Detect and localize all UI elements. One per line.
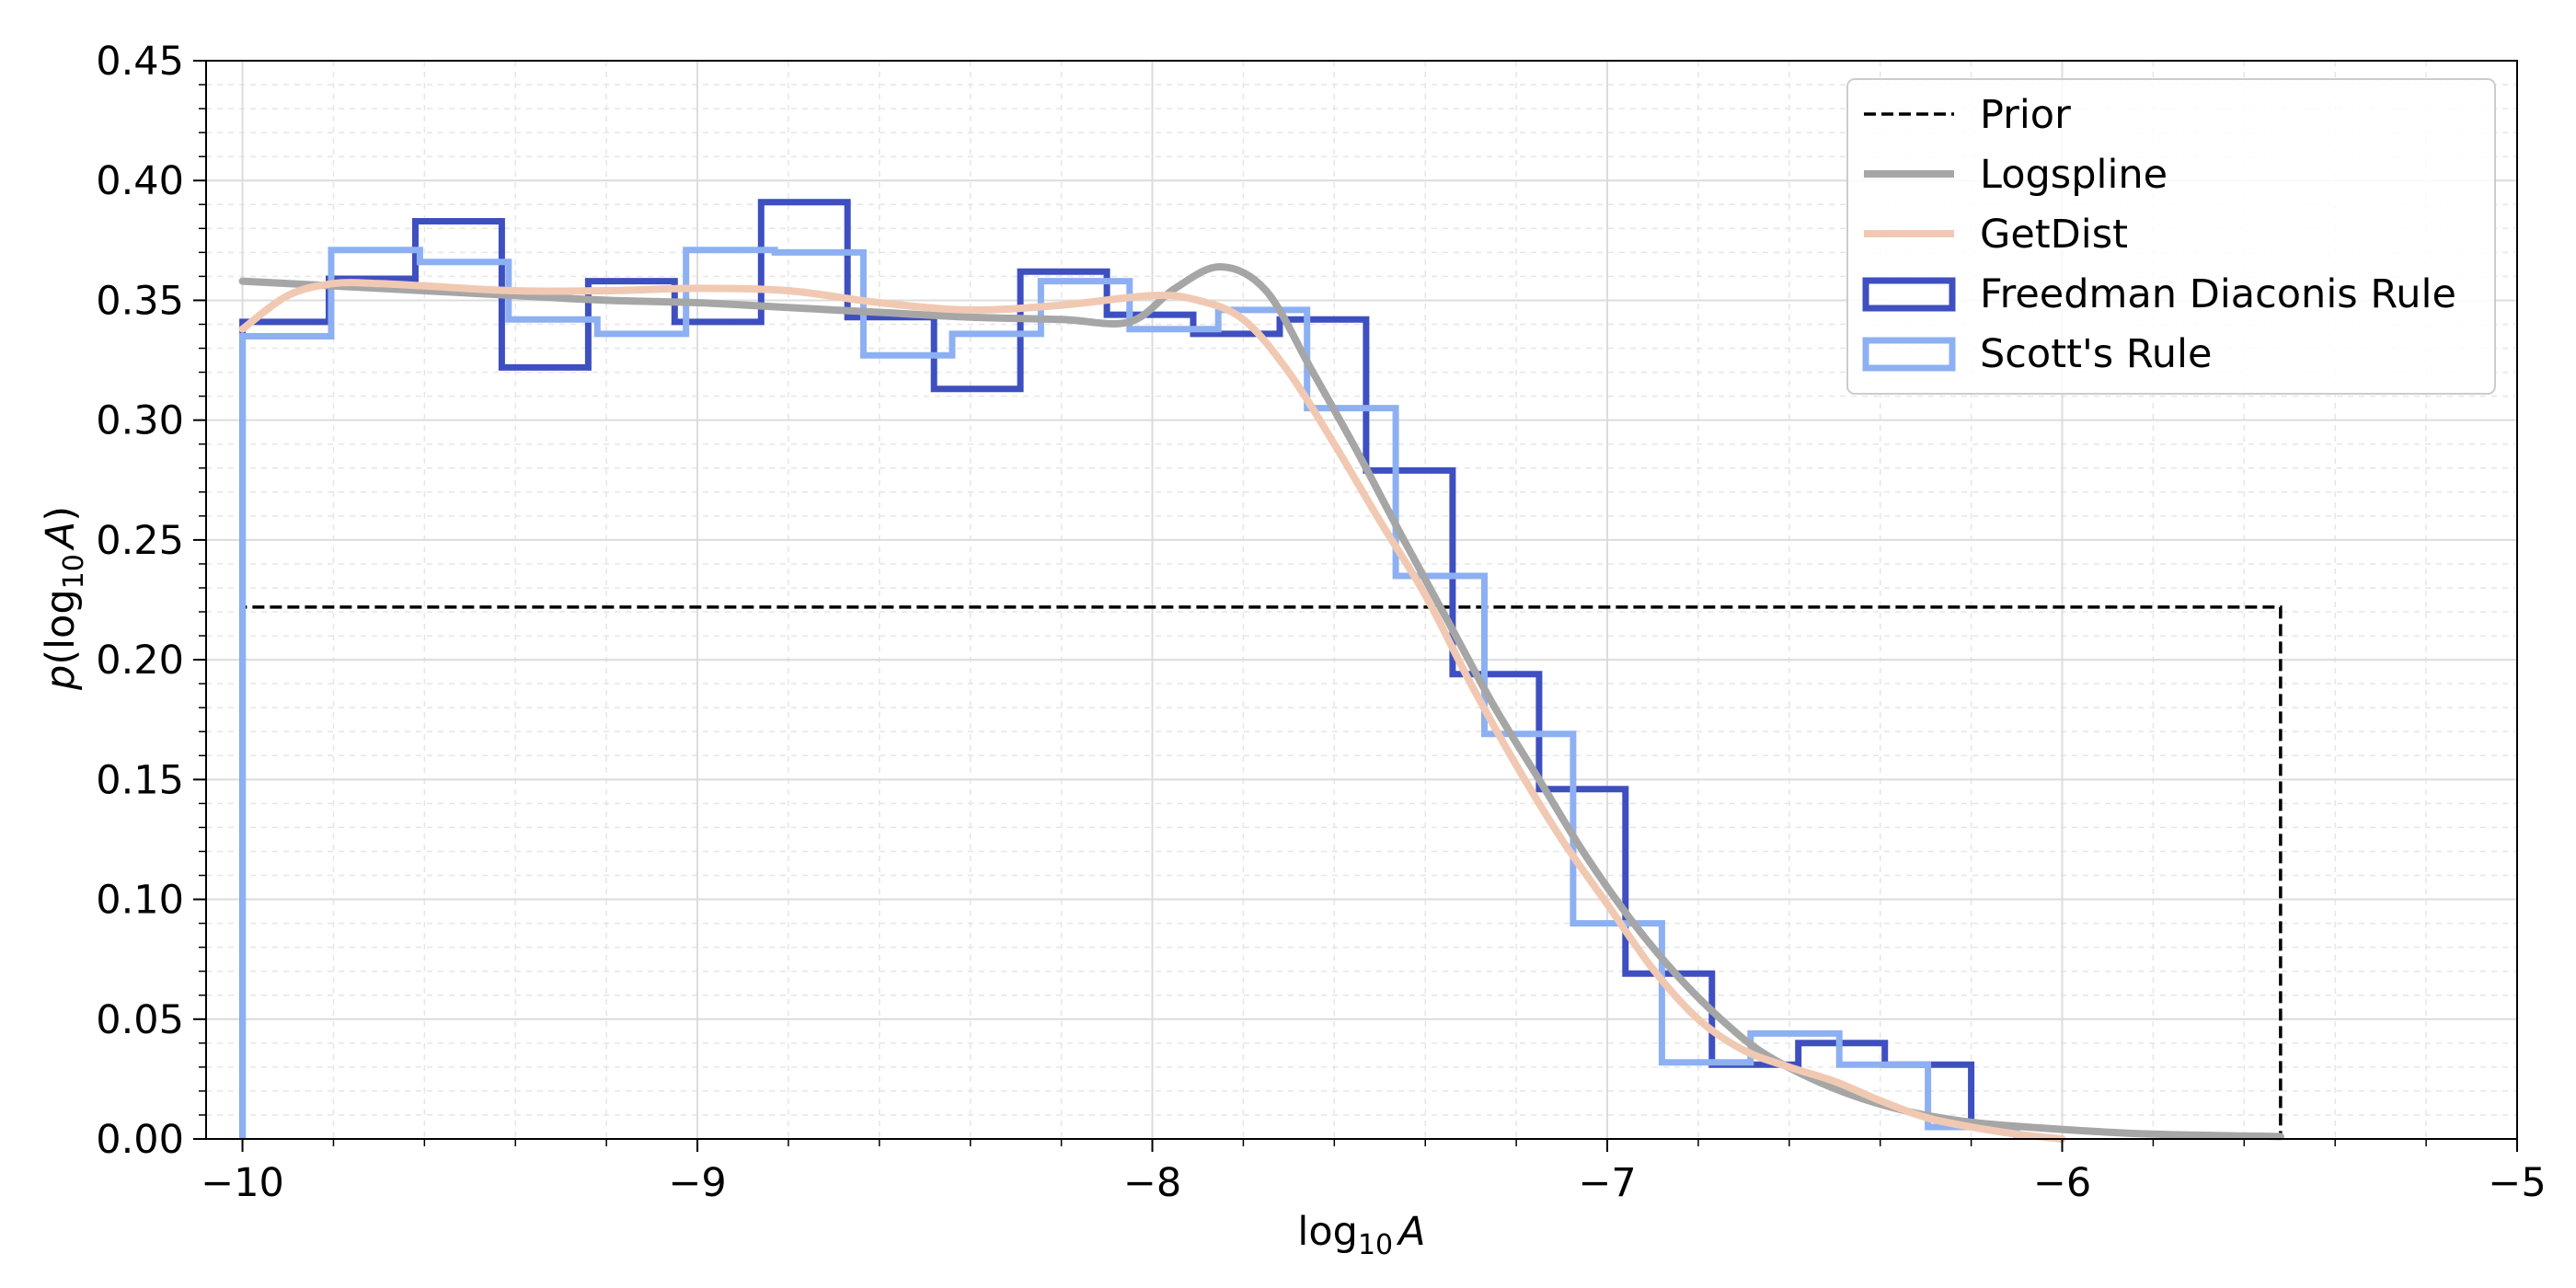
legend-scott-label: Scott's Rule	[1980, 331, 2212, 377]
y-tick-label: 0.25	[96, 518, 184, 564]
y-axis-label-variable: A	[38, 522, 84, 551]
y-axis-label-subscript: 10	[58, 554, 90, 589]
legend-prior-label: Prior	[1980, 92, 2071, 138]
y-tick-label: 0.10	[96, 878, 184, 924]
legend-logspline-label: Logspline	[1980, 152, 2168, 198]
y-tick-label: 0.45	[96, 39, 184, 85]
x-tick-label: −9	[668, 1160, 726, 1206]
y-tick-label: 0.40	[96, 158, 184, 204]
y-axis-label: p(log10 A)	[38, 506, 90, 691]
getdist-curve	[238, 279, 2066, 1143]
freedman-diaconis-histogram	[239, 199, 1975, 1139]
density-curves	[238, 263, 2284, 1143]
y-axis-label-close: )	[38, 506, 84, 522]
legend-getdist-label: GetDist	[1980, 212, 2128, 258]
legend-freedman-label: Freedman Diaconis Rule	[1980, 271, 2456, 317]
legend-freedman-swatch	[1862, 277, 1956, 312]
y-tick-label: 0.35	[96, 278, 184, 324]
x-tick-label: −10	[201, 1160, 284, 1206]
y-tick-label: 0.30	[96, 398, 184, 444]
y-tick-label: 0.00	[96, 1117, 184, 1163]
x-tick-label: −6	[2033, 1160, 2091, 1206]
x-axis-label-base: log	[1297, 1209, 1358, 1255]
plot-frame	[205, 60, 2518, 1140]
y-axis-label-p: p	[38, 665, 84, 691]
legend-box	[1846, 78, 2496, 395]
legend: Prior Logspline GetDist Freedman Diaconi…	[1846, 78, 2496, 395]
y-axis-label-open: (log	[38, 589, 84, 664]
x-axis-label-subscript: 10	[1358, 1229, 1393, 1261]
y-tick-label: 0.20	[96, 638, 184, 684]
x-axis-label-variable: A	[1396, 1209, 1425, 1255]
x-tick-label: −5	[2488, 1160, 2546, 1206]
y-tick-label: 0.05	[96, 997, 184, 1043]
x-tick-label: −8	[1123, 1160, 1181, 1206]
y-tick-label: 0.15	[96, 757, 184, 803]
x-tick-label: −7	[1578, 1160, 1636, 1206]
x-axis-label: log10 A	[1297, 1209, 1425, 1261]
logspline-curve	[238, 263, 2284, 1141]
legend-scott-swatch	[1862, 337, 1956, 372]
axis-ticks: −10 −9 −8 −7 −6 −5 0.00 0.05 0.10 0.15 0.20 0.25 0.3…	[96, 39, 2546, 1206]
